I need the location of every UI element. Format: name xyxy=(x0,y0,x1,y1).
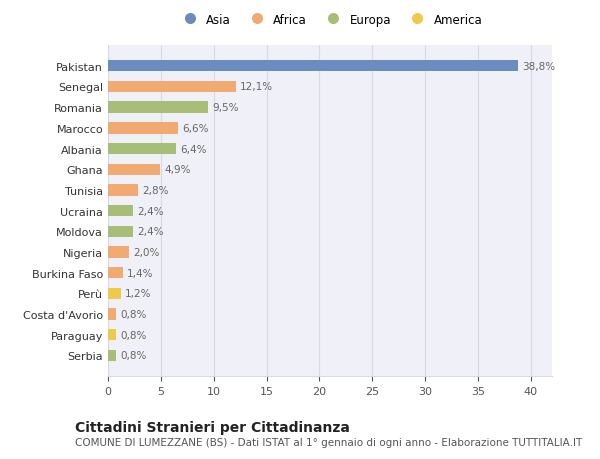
Text: 4,9%: 4,9% xyxy=(164,165,191,175)
Bar xyxy=(108,309,116,320)
Text: 38,8%: 38,8% xyxy=(523,62,556,72)
Bar xyxy=(108,350,116,361)
Bar xyxy=(108,102,208,113)
Bar xyxy=(108,123,178,134)
Text: 1,4%: 1,4% xyxy=(127,268,154,278)
Text: 0,8%: 0,8% xyxy=(121,351,147,361)
Bar xyxy=(108,226,133,237)
Legend: Asia, Africa, Europa, America: Asia, Africa, Europa, America xyxy=(173,9,487,31)
Bar xyxy=(108,61,518,72)
Text: 2,4%: 2,4% xyxy=(137,227,164,237)
Text: 0,8%: 0,8% xyxy=(121,330,147,340)
Text: COMUNE DI LUMEZZANE (BS) - Dati ISTAT al 1° gennaio di ogni anno - Elaborazione : COMUNE DI LUMEZZANE (BS) - Dati ISTAT al… xyxy=(75,437,582,447)
Text: 2,8%: 2,8% xyxy=(142,185,169,196)
Text: 6,4%: 6,4% xyxy=(180,144,206,154)
Text: 1,2%: 1,2% xyxy=(125,289,151,299)
Text: 6,6%: 6,6% xyxy=(182,123,209,134)
Text: Cittadini Stranieri per Cittadinanza: Cittadini Stranieri per Cittadinanza xyxy=(75,420,350,434)
Text: 0,8%: 0,8% xyxy=(121,309,147,319)
Text: 2,0%: 2,0% xyxy=(133,247,160,257)
Bar xyxy=(108,268,123,279)
Bar xyxy=(108,247,129,258)
Bar xyxy=(108,206,133,217)
Text: 2,4%: 2,4% xyxy=(137,206,164,216)
Text: 9,5%: 9,5% xyxy=(212,103,239,113)
Bar xyxy=(108,164,160,175)
Bar xyxy=(108,288,121,299)
Bar xyxy=(108,185,137,196)
Text: 12,1%: 12,1% xyxy=(240,82,273,92)
Bar xyxy=(108,82,236,93)
Bar xyxy=(108,330,116,341)
Bar xyxy=(108,144,176,155)
